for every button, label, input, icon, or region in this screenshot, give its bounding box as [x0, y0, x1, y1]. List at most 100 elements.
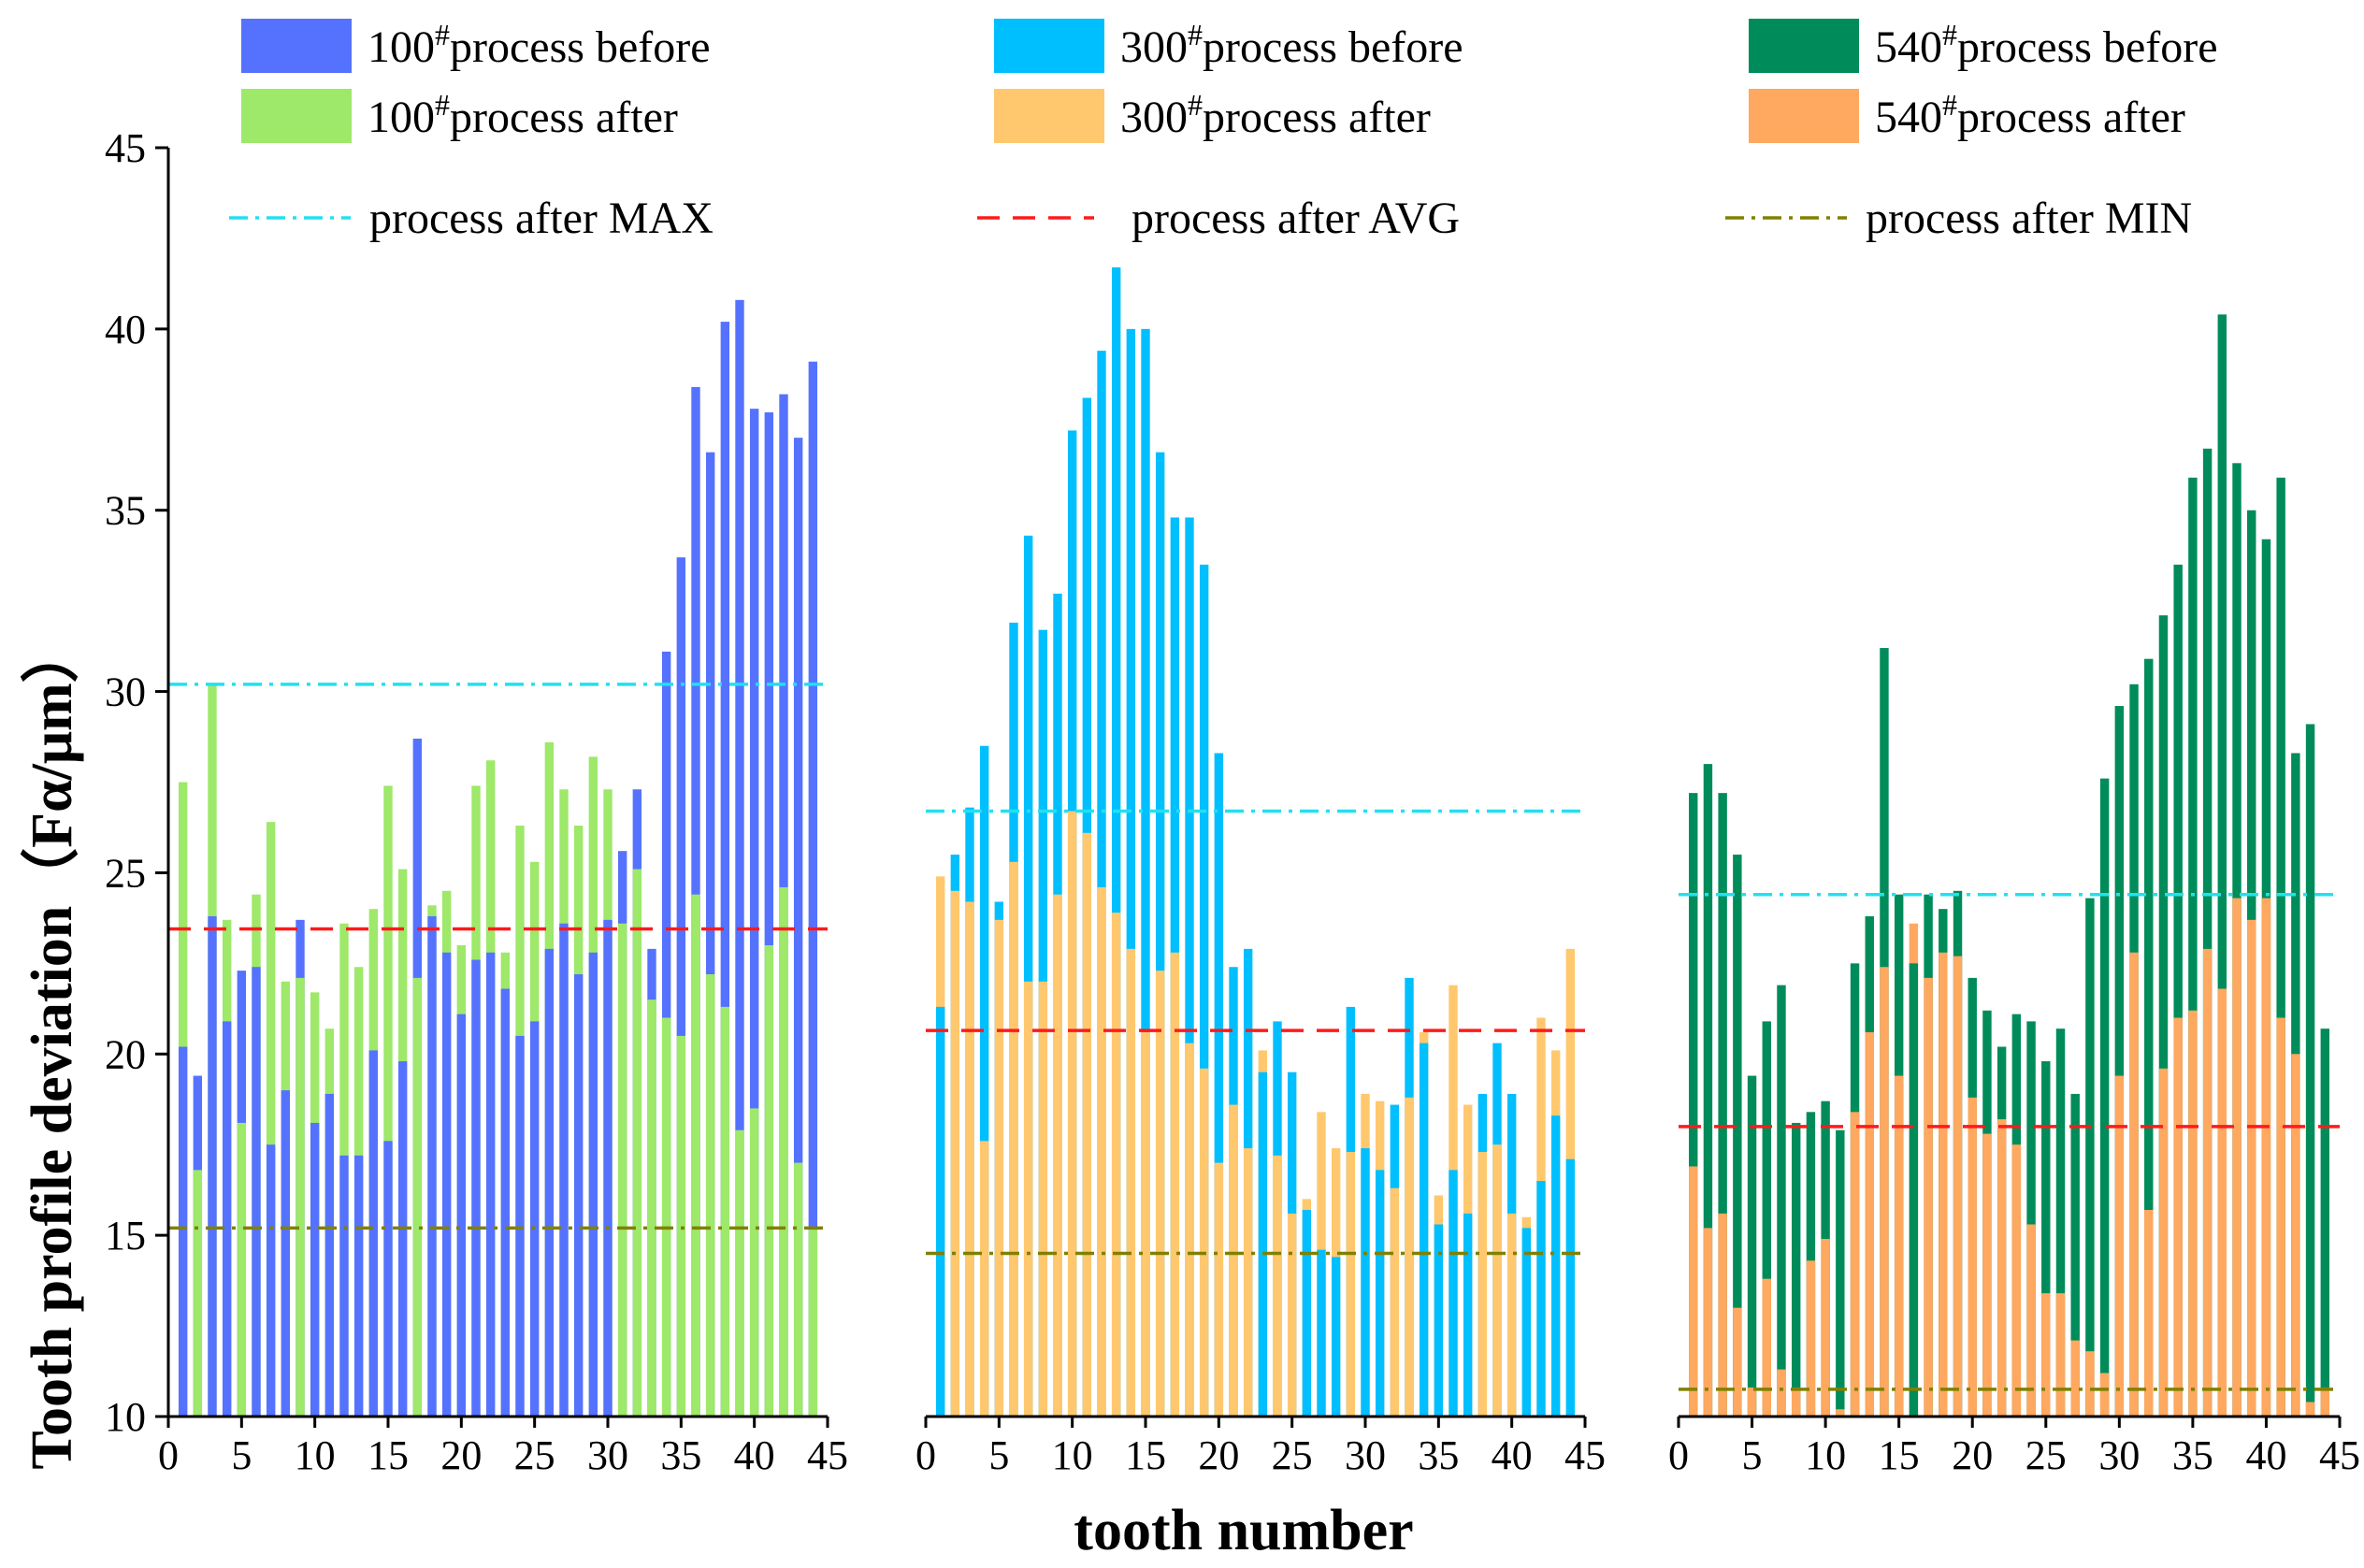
bar-before-tooth-8 — [1791, 1122, 1801, 1417]
bar-after-tooth-38 — [1478, 1151, 1488, 1417]
legend-swatch-300-after — [994, 89, 1104, 143]
bar-before-tooth-41 — [764, 412, 774, 1417]
bar-after-tooth-32 — [1390, 1187, 1400, 1417]
bar-after-tooth-5 — [994, 919, 1004, 1417]
bar-after-tooth-39 — [735, 1129, 744, 1417]
bar-after-tooth-1 — [1689, 1166, 1698, 1417]
bar-after-tooth-7 — [266, 822, 276, 1417]
bar-before-tooth-37 — [1463, 1213, 1473, 1417]
bar-after-tooth-37 — [2217, 988, 2227, 1417]
bar-after-tooth-3 — [1718, 1213, 1727, 1417]
bar-after-tooth-2 — [1703, 1228, 1713, 1417]
x-tick-label: 5 — [1742, 1432, 1763, 1478]
bar-after-tooth-28 — [2085, 1351, 2095, 1417]
bar-before-tooth-32 — [2144, 658, 2154, 1417]
legend-swatch-100-after — [241, 89, 352, 143]
bar-before-tooth-38 — [720, 322, 730, 1417]
bar-before-tooth-36 — [1449, 1170, 1458, 1417]
bar-before-tooth-16 — [397, 1061, 408, 1417]
y-tick-label: 10 — [105, 1394, 146, 1440]
bar-after-tooth-7 — [1023, 981, 1033, 1417]
bar-before-tooth-26 — [2055, 1029, 2066, 1417]
bar-after-tooth-34 — [661, 1017, 671, 1417]
bar-after-tooth-3 — [965, 901, 974, 1417]
bar-after-tooth-11 — [1082, 832, 1092, 1417]
bar-after-tooth-25 — [2041, 1293, 2051, 1417]
panel-3: 0 5 10 15 20 25 30 35 40 45 — [1668, 314, 2360, 1478]
bar-before-tooth-6 — [1762, 1021, 1771, 1417]
x-tick-label: 25 — [2025, 1432, 2067, 1478]
bar-after-tooth-42 — [779, 886, 788, 1417]
bar-after-tooth-20 — [1214, 1162, 1224, 1417]
bar-after-tooth-41 — [764, 944, 774, 1417]
x-tick-label: 45 — [807, 1432, 848, 1478]
bar-after-tooth-36 — [691, 894, 700, 1417]
bar-after-tooth-40 — [2261, 898, 2271, 1417]
bar-after-tooth-16 — [1155, 971, 1165, 1417]
bar-after-tooth-32 — [632, 869, 642, 1417]
bar-before-tooth-11 — [1836, 1129, 1845, 1417]
bar-before-tooth-18 — [1185, 517, 1194, 1417]
bar-after-tooth-24 — [2026, 1224, 2036, 1417]
bar-before-tooth-41 — [1521, 1228, 1532, 1417]
bar-before-tooth-16 — [1909, 963, 1919, 1417]
x-tick-label: 30 — [587, 1432, 628, 1478]
plot-area: 0 5 10 15 20 25 30 35 40 45 0 5 10 15 20 25 30 35 40 45 0 5 10… — [105, 125, 2360, 1478]
bar-after-tooth-4 — [1733, 1307, 1742, 1417]
bar-after-tooth-9 — [1806, 1260, 1816, 1417]
bar-after-tooth-5 — [1747, 1387, 1757, 1417]
bar-after-tooth-41 — [2276, 1017, 2285, 1417]
bar-before-tooth-14 — [368, 1050, 379, 1417]
bar-after-tooth-33 — [647, 1000, 656, 1417]
bar-before-tooth-1 — [1689, 793, 1698, 1417]
bar-before-tooth-12 — [339, 1155, 349, 1417]
x-tick-label: 0 — [158, 1432, 179, 1478]
bar-before-tooth-39 — [735, 299, 744, 1417]
bar-before-tooth-2 — [1703, 764, 1713, 1417]
x-tick-label: 35 — [2172, 1432, 2213, 1478]
bar-after-tooth-13 — [1865, 1032, 1874, 1417]
bar-after-tooth-15 — [1141, 1032, 1150, 1417]
bar-before-tooth-19 — [441, 952, 452, 1417]
bar-before-tooth-43 — [1550, 1115, 1561, 1417]
bar-before-tooth-1 — [935, 1006, 945, 1417]
bar-after-tooth-26 — [2055, 1293, 2066, 1417]
bar-after-tooth-15 — [1894, 1075, 1904, 1417]
x-axis-title: tooth number — [1074, 1499, 1413, 1562]
bar-before-tooth-23 — [500, 988, 511, 1417]
bar-after-tooth-6 — [1009, 861, 1018, 1417]
panel-2: 0 5 10 15 20 25 30 35 40 45 — [915, 266, 1606, 1478]
bar-after-tooth-22 — [1996, 1119, 2007, 1417]
x-tick-label: 40 — [1492, 1432, 1533, 1478]
bar-after-tooth-6 — [1762, 1278, 1771, 1417]
legend-label-300-before: 300#process before — [1120, 18, 1463, 72]
bar-before-tooth-19 — [1199, 564, 1209, 1417]
bar-before-tooth-43 — [793, 438, 803, 1417]
bar-after-tooth-5 — [237, 1122, 247, 1417]
bar-before-tooth-4 — [222, 1021, 232, 1417]
x-tick-label: 5 — [988, 1432, 1009, 1478]
bar-before-tooth-16 — [1155, 452, 1165, 1417]
bar-after-tooth-23 — [2011, 1144, 2022, 1417]
bar-after-tooth-25 — [1287, 1213, 1297, 1417]
bar-before-tooth-7 — [266, 1144, 276, 1417]
legend-label-100-after: 100#process after — [368, 88, 678, 142]
legend-label-min: process after MIN — [1866, 194, 2192, 243]
x-tick-label: 5 — [231, 1432, 252, 1478]
bar-before-tooth-30 — [603, 919, 613, 1417]
legend-swatch-540-before — [1749, 19, 1859, 73]
bar-after-tooth-8 — [1038, 981, 1048, 1417]
panel-1: 0 5 10 15 20 25 30 35 40 45 — [158, 299, 848, 1478]
x-tick-label: 10 — [1052, 1432, 1093, 1478]
x-tick-label: 15 — [1879, 1432, 1920, 1478]
bar-after-tooth-32 — [2144, 1210, 2154, 1417]
bar-before-tooth-15 — [1141, 328, 1150, 1417]
bar-after-tooth-4 — [979, 1141, 989, 1417]
bar-after-tooth-15 — [383, 785, 393, 1417]
bar-before-tooth-25 — [2041, 1061, 2051, 1417]
bar-after-tooth-14 — [1880, 967, 1889, 1417]
bar-before-tooth-13 — [1111, 266, 1121, 1417]
bar-before-tooth-1 — [178, 1046, 188, 1417]
y-tick-label: 25 — [105, 850, 146, 896]
